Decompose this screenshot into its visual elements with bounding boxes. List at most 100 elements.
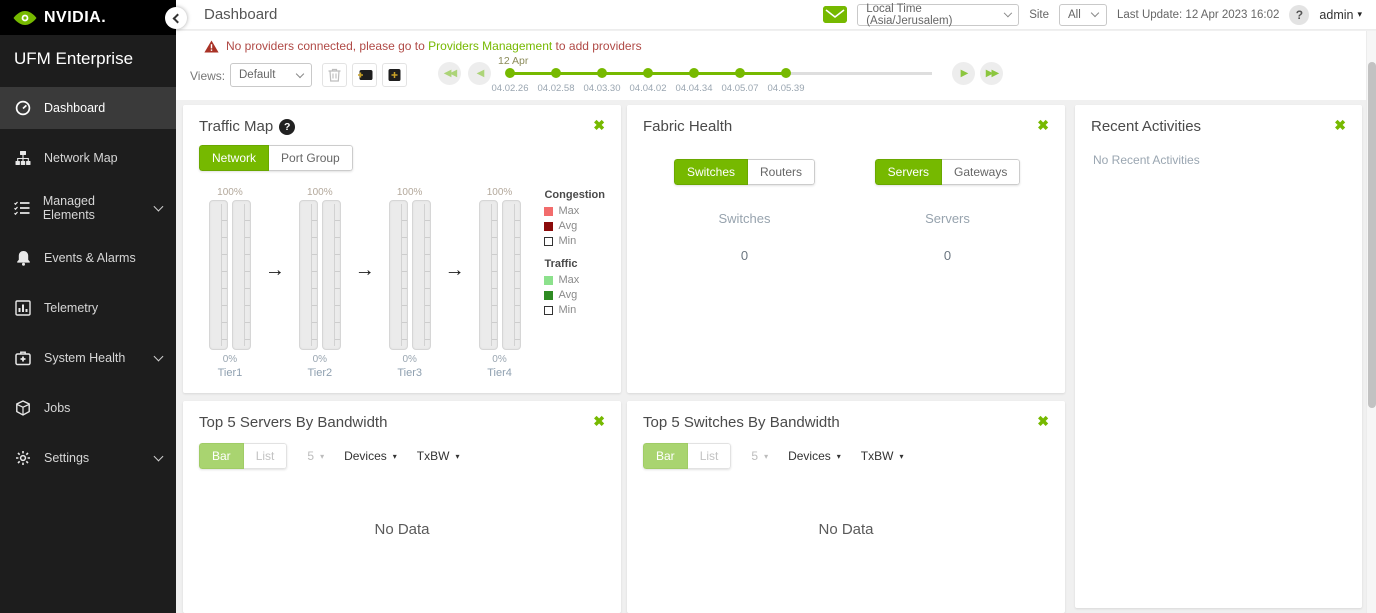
tab-network[interactable]: Network [199,145,270,171]
close-icon[interactable]: ✖ [1334,117,1346,133]
timeline-last-button[interactable]: ▶▶ [980,62,1003,85]
close-icon[interactable]: ✖ [1037,117,1049,133]
count-dropdown[interactable]: 5 ▾ [751,449,768,463]
legend-item: Min [544,235,605,247]
sidebar-item-telemetry[interactable]: Telemetry [0,287,176,329]
providers-management-link[interactable]: Providers Management [428,39,553,53]
count-value: 5 [751,449,759,463]
toggle-gateways[interactable]: Gateways [941,159,1021,185]
arrow-right-icon: ▶ [960,68,969,79]
legend-item: Avg [544,289,605,301]
traffic-map-panel: Traffic Map ? ✖ Network Port Group 100% … [183,105,621,393]
metric-dropdown[interactable]: TxBW ▾ [417,449,460,463]
devices-value: Devices [788,449,831,463]
sidebar-item-system-health[interactable]: System Health [0,337,176,379]
timeline-dot[interactable] [505,68,515,78]
tier-bar[interactable] [411,200,431,350]
top-right-cluster: Local Time (Asia/Jerusalem) Site All Las… [823,2,1362,27]
sidebar-collapse-button[interactable] [165,7,187,29]
user-menu[interactable]: admin ▾ [1319,8,1362,22]
square-plus-icon [387,68,402,82]
bar-list-toggle: Bar List [199,443,288,469]
sidebar-item-dashboard[interactable]: Dashboard [0,87,176,129]
chevron-down-icon [153,351,164,362]
sidebar-item-settings[interactable]: Settings [0,437,176,479]
timeline-dot[interactable] [551,68,561,78]
sidebar-item-network-map[interactable]: Network Map [0,137,176,179]
toggle-list[interactable]: List [243,443,288,469]
legend-item: Max [544,205,605,217]
congestion-avg-swatch [544,221,554,231]
tier-bar[interactable] [231,200,251,350]
brand-text: NVIDIA. [44,8,107,26]
sitemap-icon [14,150,32,166]
timeline-first-button[interactable]: ◀◀ [438,62,461,85]
tier-bar[interactable] [478,200,498,350]
recent-activities-title: Recent Activities [1091,118,1202,135]
timezone-value: Local Time (Asia/Jerusalem) [866,2,953,27]
timeline-dot[interactable] [781,68,791,78]
timeline-timestamp: 04.02.26 [491,83,529,94]
tier-max-label: 100% [307,187,333,198]
tier-bar[interactable] [388,200,408,350]
devices-dropdown[interactable]: Devices ▾ [344,449,397,463]
timezone-select[interactable]: Local Time (Asia/Jerusalem) [857,2,1020,27]
no-data-text: No Data [818,521,874,538]
tier-group: 100% 0% Tier1 [199,187,261,379]
delete-view-button[interactable] [322,63,347,87]
sidebar-item-managed-elements[interactable]: Managed Elements [0,187,176,229]
tier-min-label: 0% [312,354,328,365]
timeline-dot[interactable] [689,68,699,78]
vertical-scrollbar[interactable] [1366,31,1376,613]
count-dropdown[interactable]: 5 ▾ [307,449,324,463]
help-icon[interactable]: ? [279,118,296,135]
toggle-bar[interactable]: Bar [643,443,688,469]
scrollbar-thumb[interactable] [1368,62,1376,408]
tier-bar[interactable] [321,200,341,350]
tier-min-label: 0% [222,354,238,365]
tier-max-label: 100% [396,187,423,198]
timeline-dot[interactable] [597,68,607,78]
tier-bar[interactable] [298,200,318,350]
congestion-min-swatch [544,236,554,246]
traffic-map-legend: Congestion Max Avg Min Traffic Max Avg M… [544,189,605,379]
toggle-routers[interactable]: Routers [748,159,816,185]
congestion-max-swatch [544,206,554,216]
close-icon[interactable]: ✖ [1037,413,1049,429]
views-select[interactable]: Default [230,63,312,87]
views-label: Views: [190,69,226,83]
tier-bar[interactable] [208,200,228,350]
traffic-map-view-toggle: Network Port Group [199,145,353,171]
tier-min-label: 0% [492,354,507,365]
timeline-timestamp: 04.02.58 [537,83,575,94]
tier-bar[interactable] [501,200,521,350]
site-select[interactable]: All [1059,3,1108,26]
timeline-next-button[interactable]: ▶ [952,62,975,85]
save-view-button[interactable] [352,63,377,87]
toggle-list[interactable]: List [687,443,732,469]
tier-bars [298,200,341,350]
double-arrow-right-icon: ▶▶ [985,68,999,79]
fabric-health-column-servers: Servers Gateways Servers 0 [846,159,1049,263]
metric-dropdown[interactable]: TxBW ▾ [861,449,904,463]
toggle-switches[interactable]: Switches [673,159,748,185]
help-button[interactable]: ? [1289,4,1310,25]
mail-icon[interactable] [823,6,848,23]
toggle-servers[interactable]: Servers [874,159,942,185]
sidebar-item-events-alarms[interactable]: Events & Alarms [0,237,176,279]
legend-label: Avg [558,220,578,232]
timeline-prev-button[interactable]: ◀ [468,62,491,85]
close-icon[interactable]: ✖ [593,117,605,133]
add-widget-button[interactable] [382,63,407,87]
close-icon[interactable]: ✖ [593,413,605,429]
sidebar-item-jobs[interactable]: Jobs [0,387,176,429]
timeline-dot[interactable] [735,68,745,78]
devices-dropdown[interactable]: Devices ▾ [788,449,841,463]
timeline-dot[interactable] [643,68,653,78]
top-switches-controls: Bar List 5 ▾ Devices ▾ TxBW ▾ [643,443,1049,469]
timeline-timestamp: 04.05.07 [721,83,759,94]
toggle-bar[interactable]: Bar [199,443,244,469]
tab-port-group[interactable]: Port Group [269,145,353,171]
switches-routers-toggle: Switches Routers [673,159,816,185]
tier-max-label: 100% [486,187,513,198]
